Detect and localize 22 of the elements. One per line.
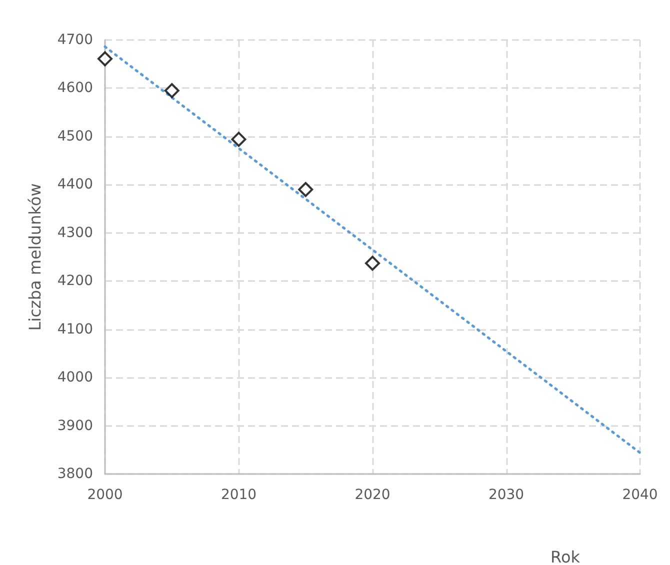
point [298,182,314,197]
x-axis-title: Rok [550,548,581,565]
y-tick-label: 4000 [57,370,93,386]
y-tick-label: 4600 [57,80,93,96]
x-tick-label: 2030 [488,487,524,503]
y-axis-title: Liczba meldunków [26,183,44,331]
y-tick-label: 4700 [57,32,93,48]
y-tick-label: 4500 [57,128,93,144]
y-tick-label: 4100 [57,321,93,338]
y-tick-label: 4400 [57,176,93,193]
x-tick-label: 2010 [220,487,257,503]
y-tick-label: 4300 [57,224,93,241]
y-tick-label: 4200 [57,273,93,290]
x-tick-label: 2020 [354,487,390,503]
y-tick-label: 3900 [57,418,93,434]
x-tick-label: 2040 [622,487,658,503]
point [164,83,180,98]
point [231,132,246,147]
point [365,256,380,271]
point [98,51,112,66]
y-tick-label: 3800 [57,466,93,482]
x-tick-label: 2000 [87,487,123,503]
